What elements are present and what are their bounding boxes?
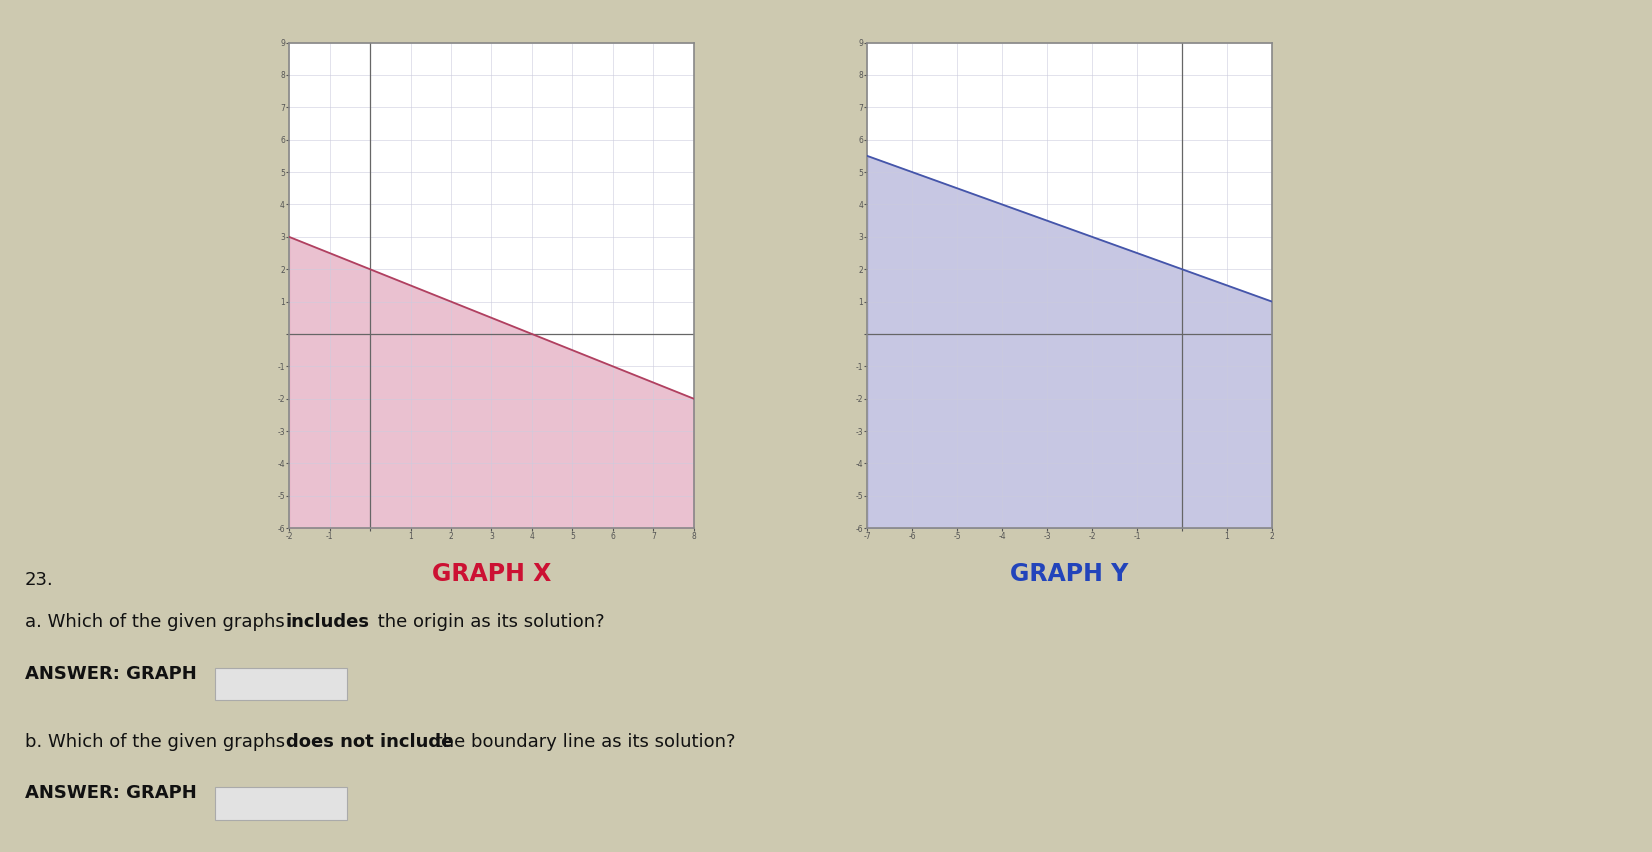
Text: a. Which of the given graphs: a. Which of the given graphs [25, 613, 291, 631]
Text: GRAPH Y: GRAPH Y [1011, 562, 1128, 586]
Text: ANSWER: GRAPH: ANSWER: GRAPH [25, 784, 197, 802]
Text: does not include: does not include [286, 733, 453, 751]
Text: the boundary line as its solution?: the boundary line as its solution? [430, 733, 735, 751]
Text: 23.: 23. [25, 571, 53, 589]
Text: ANSWER: GRAPH: ANSWER: GRAPH [25, 665, 197, 682]
Text: includes: includes [286, 613, 370, 631]
Text: b. Which of the given graphs: b. Which of the given graphs [25, 733, 291, 751]
Text: the origin as its solution?: the origin as its solution? [372, 613, 605, 631]
Text: GRAPH X: GRAPH X [431, 562, 552, 586]
